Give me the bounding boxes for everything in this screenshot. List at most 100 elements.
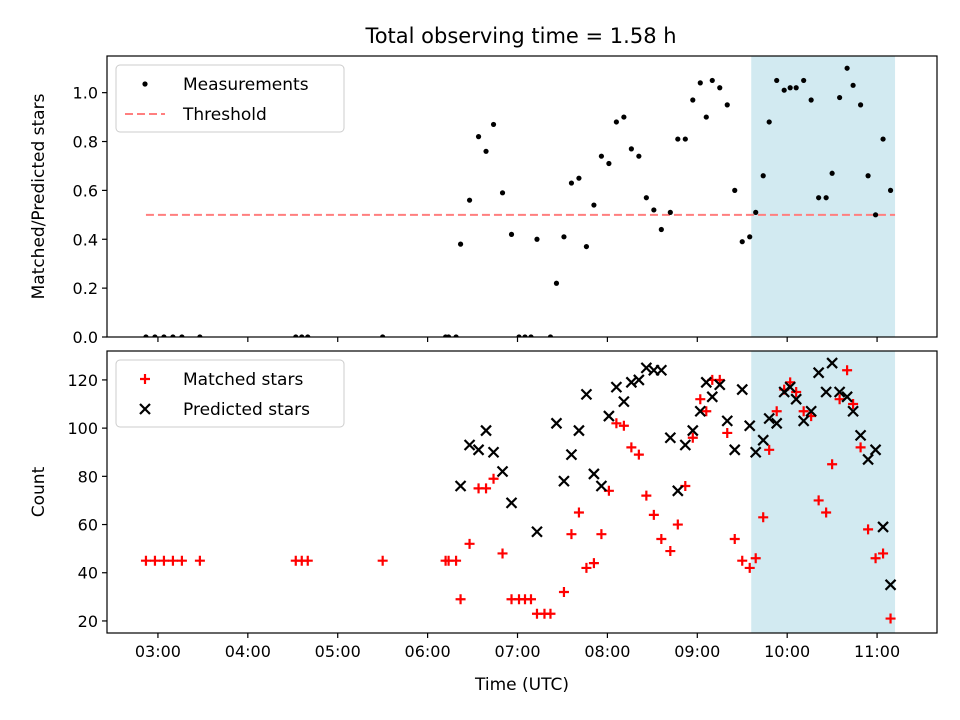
- data-point: [672, 519, 683, 530]
- x-tick-label: 07:00: [494, 642, 540, 661]
- data-point: [516, 334, 522, 337]
- x-tick-label: 08:00: [584, 642, 630, 661]
- legend-marker: [142, 81, 148, 87]
- data-point: [690, 97, 696, 103]
- data-point: [784, 381, 796, 393]
- data-point: [483, 148, 489, 154]
- y-tick-label: 0.6: [73, 181, 98, 200]
- data-point: [717, 85, 723, 91]
- shaded-interval: [751, 56, 896, 337]
- data-point: [709, 77, 715, 84]
- data-point: [197, 334, 203, 337]
- data-point: [694, 405, 707, 418]
- data-point: [618, 395, 630, 408]
- y-tick-label: 40: [78, 564, 98, 583]
- y-tick-label: 1.0: [73, 84, 98, 103]
- data-point: [667, 209, 673, 215]
- data-point: [869, 444, 882, 456]
- data-point: [606, 160, 612, 167]
- data-point: [737, 555, 748, 566]
- data-point: [736, 383, 749, 396]
- data-point: [643, 195, 649, 201]
- data-point: [149, 555, 160, 566]
- data-point: [143, 334, 149, 337]
- data-point: [161, 334, 167, 337]
- data-point: [833, 386, 846, 398]
- data-point: [829, 170, 835, 176]
- data-point: [505, 497, 518, 509]
- data-point: [770, 417, 783, 430]
- data-point: [797, 415, 810, 427]
- data-point: [508, 231, 515, 237]
- data-point: [576, 175, 582, 181]
- legend-marker: [139, 403, 151, 415]
- legend-label: Predicted stars: [183, 400, 310, 420]
- legend: Measurements Threshold: [115, 64, 345, 133]
- legend-box: [115, 359, 345, 428]
- data-point: [568, 180, 575, 186]
- data-point: [766, 119, 772, 125]
- data-point: [884, 579, 897, 591]
- data-point: [547, 334, 554, 337]
- data-point: [826, 357, 838, 369]
- data-point: [633, 449, 644, 460]
- data-point: [621, 114, 627, 120]
- data-point: [805, 405, 817, 418]
- data-point: [682, 136, 688, 142]
- data-point: [675, 136, 681, 142]
- data-point: [581, 562, 592, 573]
- y-tick-label: 80: [78, 467, 98, 486]
- data-point: [651, 207, 657, 213]
- legend-box: [115, 64, 345, 133]
- data-point: [885, 613, 896, 624]
- data-point: [553, 280, 560, 286]
- data-point: [687, 432, 698, 443]
- data-point: [194, 555, 205, 566]
- data-point: [732, 187, 738, 193]
- data-point: [790, 393, 802, 405]
- data-point: [496, 465, 509, 478]
- x-tick-label: 06:00: [405, 642, 451, 661]
- y-tick-label: 60: [78, 516, 98, 535]
- data-point: [610, 381, 623, 393]
- data-point: [633, 374, 645, 386]
- y-tick-label: 20: [78, 612, 98, 631]
- data-point: [176, 555, 187, 566]
- data-point: [475, 134, 482, 140]
- x-tick-label: 05:00: [315, 642, 361, 661]
- data-point: [580, 388, 593, 401]
- data-point: [591, 202, 597, 208]
- data-point: [302, 555, 313, 566]
- data-point: [636, 153, 642, 159]
- data-point: [791, 386, 802, 397]
- data-point: [655, 364, 668, 377]
- data-point: [700, 376, 713, 389]
- x-tick-label: 03:00: [135, 642, 181, 661]
- legend-label: Matched stars: [183, 370, 303, 390]
- x-tick-label: 10:00: [764, 642, 810, 661]
- data-point: [695, 394, 706, 405]
- data-point: [816, 195, 822, 201]
- data-point: [798, 406, 809, 417]
- data-point: [464, 538, 475, 549]
- data-point: [293, 334, 299, 337]
- data-point: [672, 485, 684, 497]
- y-tick-label: 0.0: [73, 328, 98, 347]
- data-point: [628, 146, 634, 152]
- data-point: [522, 334, 528, 337]
- data-point: [603, 410, 615, 422]
- data-point: [480, 424, 492, 437]
- plot-area: [143, 65, 896, 337]
- data-point: [550, 417, 563, 430]
- data-point: [862, 453, 874, 466]
- data-point: [167, 555, 178, 566]
- chart-title: Total observing time = 1.58 h: [364, 24, 676, 48]
- data-point: [445, 334, 452, 337]
- data-point: [880, 136, 886, 142]
- x-tick-label: 09:00: [674, 642, 720, 661]
- data-point: [820, 386, 832, 398]
- data-point: [528, 334, 534, 337]
- y-axis-label: Matched/Predicted stars: [29, 93, 49, 299]
- y-tick-label: 0.4: [73, 230, 98, 249]
